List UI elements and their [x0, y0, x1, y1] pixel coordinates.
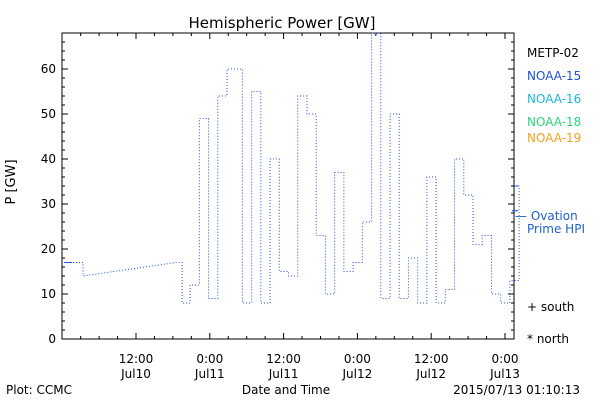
x-tick-date-label: Jul13 [489, 367, 520, 381]
x-tick-time-label: 12:00 [414, 352, 449, 366]
y-tick-label: 60 [41, 62, 56, 76]
y-tick-label: 0 [48, 332, 56, 346]
chart-title: Hemispheric Power [GW] [189, 14, 376, 32]
x-axis-ticks: 12:00Jul100:00Jul1112:00Jul110:00Jul1212… [80, 33, 520, 381]
legend: METP-02 NOAA-15 NOAA-16 NOAA-18 NOAA-19 [527, 46, 581, 145]
series-layer [64, 32, 520, 304]
y-axis-ticks: 0 10 20 30 40 50 60 [41, 41, 514, 346]
legend-item-noaa-18: NOAA-18 [527, 115, 581, 129]
x-tick-time-label: 0:00 [492, 352, 519, 366]
footer-plot-source: Plot: CCMC [6, 383, 72, 397]
footer-timestamp: 2015/07/13 01:10:13 [453, 383, 580, 397]
y-axis-label: P [GW] [4, 159, 19, 204]
x-tick-time-label: 12:00 [266, 352, 301, 366]
legend-item-metp-02: METP-02 [527, 46, 579, 60]
legend-item-noaa-19: NOAA-19 [527, 131, 581, 145]
x-tick-date-label: Jul11 [194, 367, 225, 381]
y-tick-label: 40 [41, 152, 56, 166]
x-axis-label: Date and Time [242, 383, 330, 397]
y-tick-label: 50 [41, 107, 56, 121]
north-marker-label: * north [527, 332, 569, 346]
ovation-prime-hpi-marker: — Ovation Prime HPI [512, 209, 585, 236]
y-tick-label: 20 [41, 242, 56, 256]
south-marker-label: + south [527, 300, 574, 314]
x-tick-time-label: 0:00 [344, 352, 371, 366]
y-tick-label: 30 [41, 197, 56, 211]
plot-border [61, 32, 515, 340]
ovation-label-line2: Prime HPI [527, 222, 585, 236]
x-tick-time-label: 0:00 [196, 352, 223, 366]
x-tick-date-label: Jul12 [342, 367, 373, 381]
y-tick-label: 10 [41, 287, 56, 301]
x-tick-time-label: 12:00 [119, 352, 154, 366]
legend-item-noaa-16: NOAA-16 [527, 92, 581, 106]
x-tick-date-label: Jul10 [120, 367, 151, 381]
plot-frame [61, 32, 515, 340]
x-tick-date-label: Jul11 [268, 367, 299, 381]
legend-item-noaa-15: NOAA-15 [527, 69, 581, 83]
ovation-label-line1: — Ovation [515, 209, 578, 223]
series-noaa-15-line [64, 32, 520, 304]
x-tick-date-label: Jul12 [415, 367, 446, 381]
